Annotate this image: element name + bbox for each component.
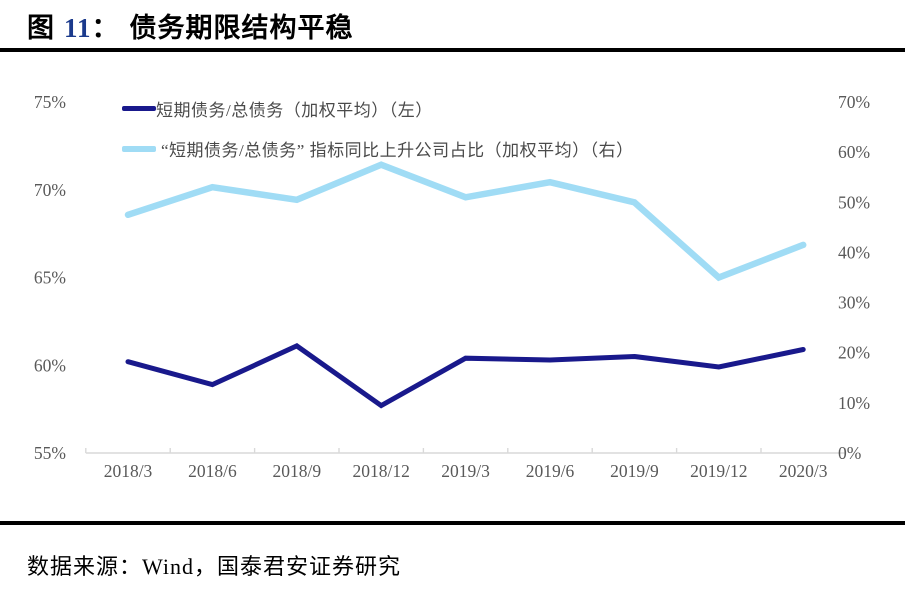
left-axis-tick: 55% — [34, 443, 66, 463]
x-axis-tick: 2018/9 — [272, 461, 321, 481]
left-axis-tick: 65% — [34, 268, 66, 288]
right-axis-tick: 20% — [838, 343, 870, 363]
legend-item-short-term-debt-ratio: 短期债务/总债务（加权平均）（左） — [122, 96, 634, 121]
legend-label: 短期债务/总债务（加权平均）（左） — [156, 101, 433, 120]
navy-line-swatch — [122, 106, 156, 111]
footer-divider-rule — [0, 521, 905, 525]
x-axis-tick: 2019/3 — [441, 461, 490, 481]
figure-title: 图 11： 债务期限结构平稳 — [27, 6, 354, 45]
x-axis-tick: 2018/6 — [188, 461, 237, 481]
figure-title-separator: ： — [91, 13, 120, 43]
series-line — [125, 343, 806, 409]
title-divider-rule — [0, 48, 905, 52]
figure-title-text: 债务期限结构平稳 — [129, 13, 354, 43]
right-axis-tick: 60% — [838, 142, 870, 162]
right-axis-tick: 70% — [838, 92, 870, 112]
x-axis-tick: 2019/9 — [610, 461, 659, 481]
figure-number: 11 — [64, 13, 92, 43]
right-axis-tick: 40% — [838, 242, 870, 262]
legend-label: “短期债务/总债务” 指标同比上升公司占比（加权平均）（右） — [161, 141, 634, 160]
left-axis-tick: 75% — [34, 92, 66, 112]
figure-title-prefix: 图 — [27, 13, 55, 43]
left-axis-tick: 70% — [34, 180, 66, 200]
data-source: 数据来源：Wind，国泰君安证券研究 — [27, 554, 401, 579]
left-axis-tick: 60% — [34, 355, 66, 375]
line-chart-svg: 55% 60% 65% 70% 75% 0% 10% 20% 30% 40% 50% 60% 70% 20… — [34, 92, 870, 481]
right-axis-tick: 30% — [838, 293, 870, 313]
light-blue-line-swatch — [122, 145, 156, 152]
right-axis-tick: 10% — [838, 393, 870, 413]
x-axis-tick: 2019/6 — [526, 461, 575, 481]
legend-item-rising-company-share: “短期债务/总债务” 指标同比上升公司占比（加权平均）（右） — [122, 136, 634, 161]
chart-legend: 短期债务/总债务（加权平均）（左） “短期债务/总债务” 指标同比上升公司占比（… — [122, 96, 634, 176]
right-axis-tick: 0% — [838, 443, 861, 463]
series-line — [124, 161, 807, 282]
x-axis-tick: 2020/3 — [779, 461, 828, 481]
x-axis-tick: 2018/12 — [353, 461, 410, 481]
chart-area: 55% 60% 65% 70% 75% 0% 10% 20% 30% 40% 50% 60% 70% 20… — [0, 52, 909, 521]
x-axis-tick: 2018/3 — [104, 461, 153, 481]
right-axis-tick: 50% — [838, 192, 870, 212]
x-axis-tick: 2019/12 — [690, 461, 747, 481]
